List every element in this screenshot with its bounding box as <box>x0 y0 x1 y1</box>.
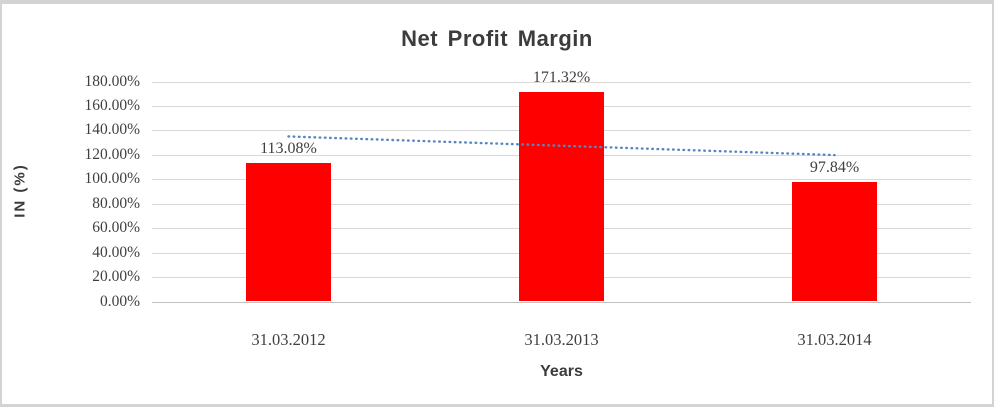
x-tick-label-31.03.2014: 31.03.2014 <box>797 330 872 349</box>
y-tick-label: 80.00% <box>92 194 140 212</box>
chart-title: Net Profit Margin <box>401 26 593 51</box>
y-tick-label: 140.00% <box>84 121 140 139</box>
y-tick-label: 40.00% <box>92 243 140 261</box>
bar-31.03.2012 <box>246 163 331 302</box>
data-label-31.03.2014: 97.84% <box>809 158 860 176</box>
gridline-180.00% <box>152 81 971 83</box>
y-tick-label: 120.00% <box>84 145 140 163</box>
data-label-31.03.2012: 113.08% <box>260 140 317 158</box>
y-axis-title: IN (%) <box>11 163 29 218</box>
gridline-0.00% <box>152 301 971 303</box>
y-tick-label: 180.00% <box>84 72 140 90</box>
x-tick-label-31.03.2012: 31.03.2012 <box>251 330 326 349</box>
bar-31.03.2014 <box>792 181 877 302</box>
data-label-31.03.2013: 171.32% <box>532 69 591 87</box>
y-tick-label: 160.00% <box>84 96 140 114</box>
y-tick-label: 60.00% <box>92 219 140 237</box>
x-axis-title: Years <box>540 363 583 380</box>
bar-31.03.2013 <box>519 92 604 302</box>
y-tick-label: 0.00% <box>99 292 140 310</box>
x-tick-label-31.03.2013: 31.03.2013 <box>524 330 599 349</box>
y-tick-label: 100.00% <box>84 170 140 188</box>
y-tick-label: 20.00% <box>92 268 140 286</box>
